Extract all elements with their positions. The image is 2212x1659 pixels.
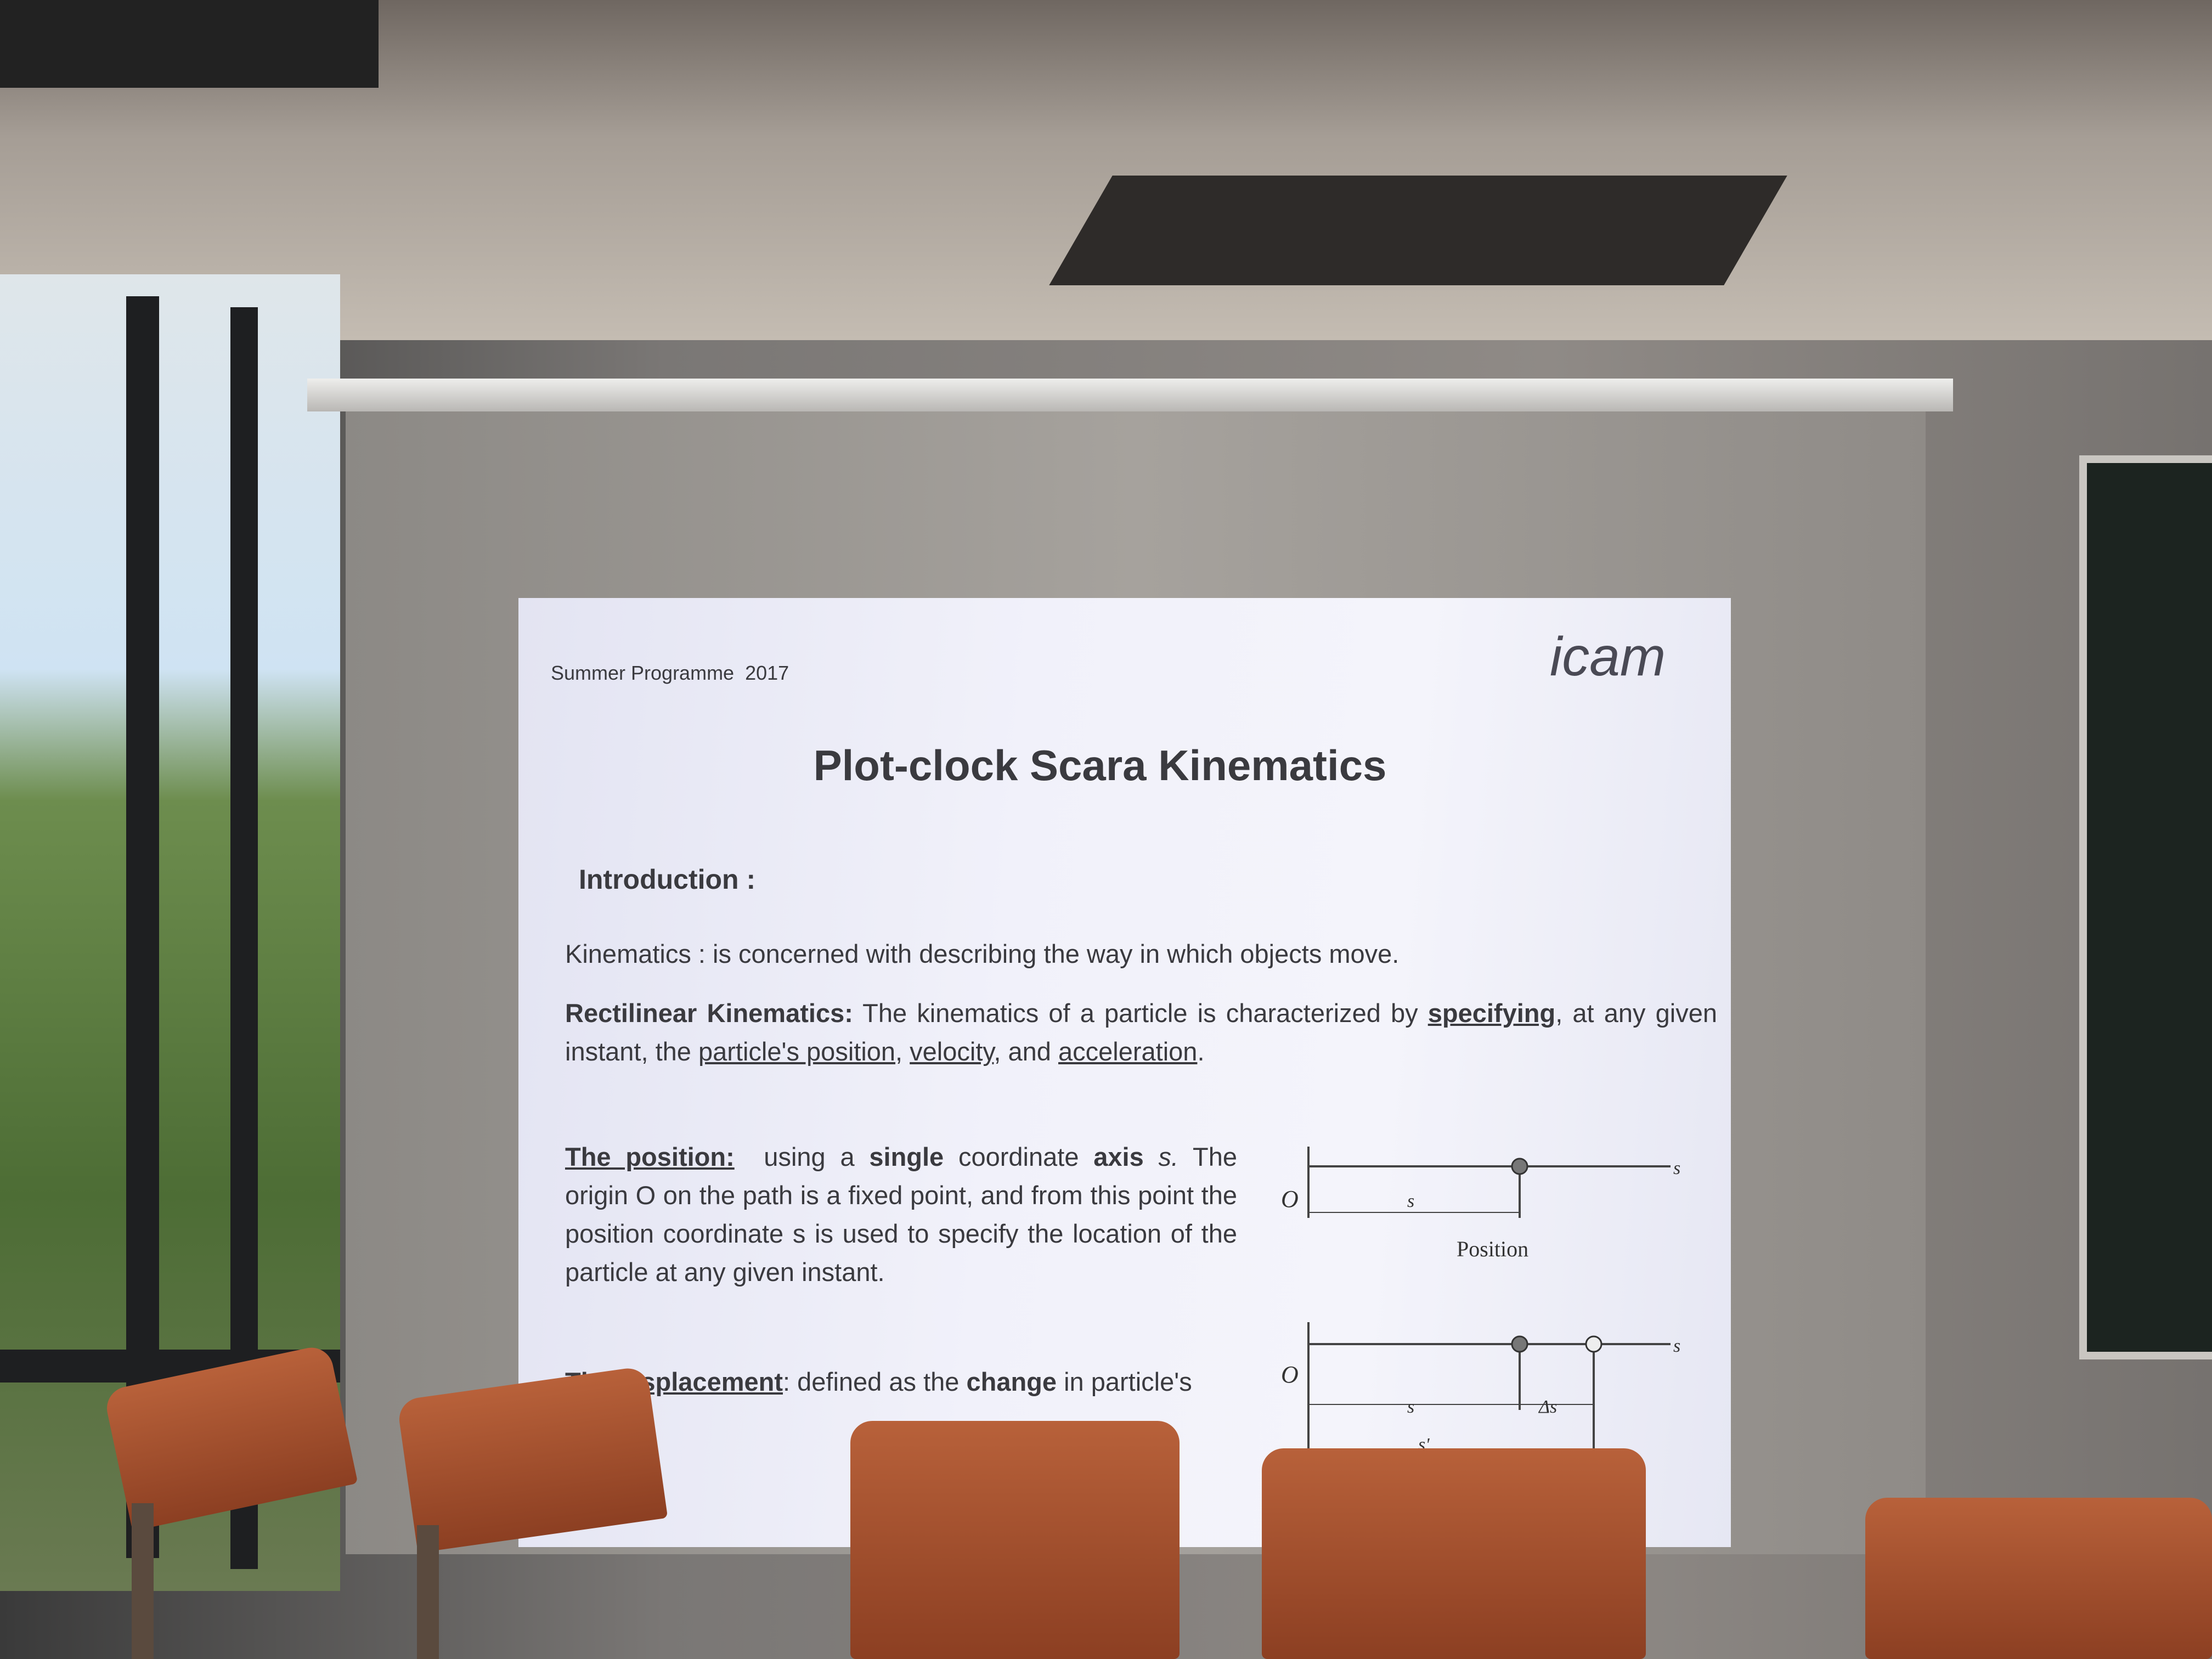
text-run: using a — [734, 1142, 870, 1171]
slide: Summer Programme 2017 icam Plot-clock Sc… — [518, 598, 1731, 1547]
logo: icam — [1550, 626, 1666, 687]
section-heading: Introduction : — [579, 864, 756, 895]
diagram-caption: Position — [1457, 1237, 1528, 1261]
text-run: The origin O on the path is a fixed poin… — [565, 1142, 1245, 1286]
text-run: single — [869, 1142, 944, 1171]
diagram-label: O — [1281, 1361, 1299, 1388]
text-run: , — [895, 1037, 910, 1066]
diagram-label: s — [1407, 1397, 1414, 1417]
paragraph: Kinematics : is concerned with describin… — [565, 935, 1717, 973]
text-run: coordinate — [944, 1142, 1094, 1171]
diagram-label: Δs — [1538, 1397, 1557, 1417]
screen-roller — [307, 379, 1953, 411]
ceiling-light — [1049, 176, 1787, 285]
text-run: , and — [994, 1037, 1058, 1066]
chair — [850, 1421, 1180, 1659]
text-run: velocity — [910, 1037, 994, 1066]
paragraph: Rectilinear Kinematics: The kinematics o… — [565, 994, 1717, 1071]
text-run: particle's position — [698, 1037, 896, 1066]
slide-header: Summer Programme 2017 — [551, 662, 789, 684]
slide-title: Plot-clock Scara Kinematics — [813, 741, 1387, 789]
text-run: . — [1197, 1037, 1205, 1066]
projector — [0, 0, 379, 88]
diagram-label: O — [1281, 1186, 1299, 1212]
blackboard — [2079, 455, 2212, 1359]
text-run: specifying — [1427, 998, 1556, 1028]
diagrams: O s s Position O s s Δs s' — [1281, 1147, 1680, 1465]
chair-leg — [132, 1503, 154, 1659]
paragraph: The position: using a single coordinate … — [565, 1138, 1237, 1291]
diagram-label: s — [1673, 1158, 1680, 1178]
text-run: , at any given instant, the — [565, 998, 1725, 1066]
window-frame — [126, 296, 159, 1558]
chair — [1865, 1498, 2212, 1659]
chair-leg — [417, 1525, 439, 1659]
text-run: axis — [1093, 1142, 1144, 1171]
text-run: acceleration — [1058, 1037, 1198, 1066]
chair — [1262, 1448, 1646, 1659]
text-run: Kinematics : is concerned with describin… — [565, 939, 1400, 968]
paragraph: The displacement: defined as the change … — [565, 1363, 1237, 1401]
text-run: The position: — [565, 1142, 735, 1171]
text-run: s. — [1143, 1142, 1179, 1171]
text-run: in particle's — [1057, 1367, 1192, 1396]
text-run: change — [966, 1367, 1057, 1396]
diagram-label: s — [1673, 1336, 1680, 1356]
text-run: : defined as the — [783, 1367, 967, 1396]
diagram-label: s — [1407, 1191, 1414, 1211]
text-run: Rectilinear Kinematics: — [565, 998, 853, 1028]
text-run: The kinematics of a particle is characte… — [853, 998, 1428, 1028]
